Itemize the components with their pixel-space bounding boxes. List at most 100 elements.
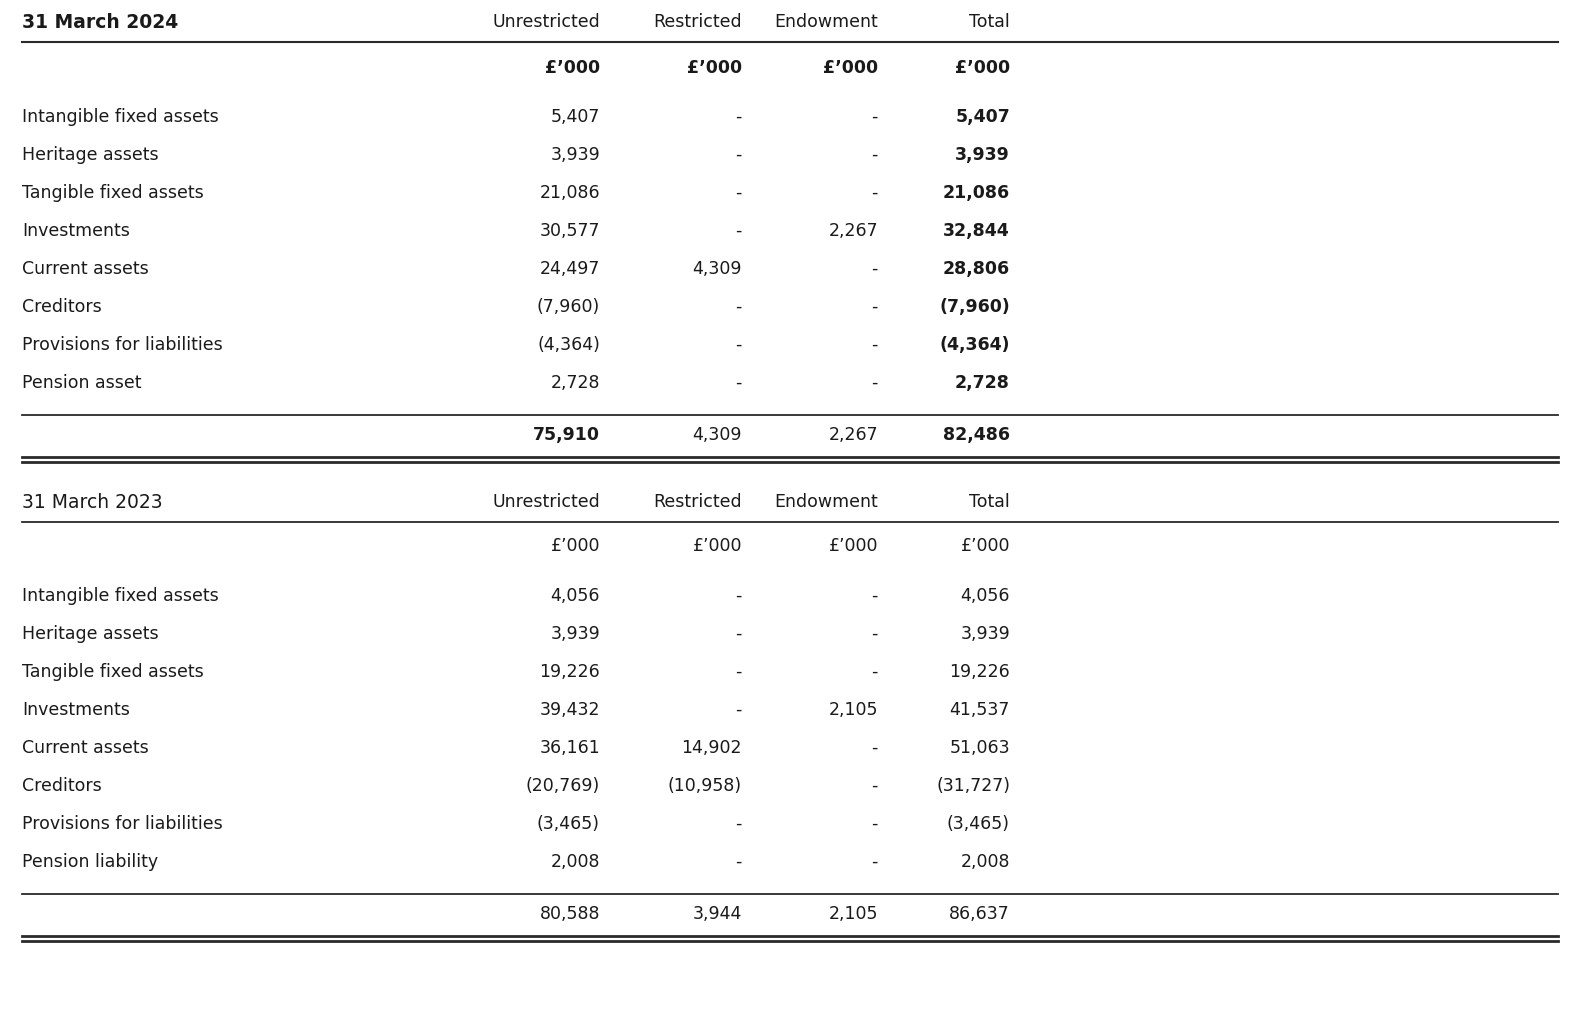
Text: £’000: £’000 bbox=[961, 537, 1010, 555]
Text: 75,910: 75,910 bbox=[532, 426, 600, 444]
Text: 2,267: 2,267 bbox=[828, 222, 878, 240]
Text: 4,056: 4,056 bbox=[550, 587, 600, 605]
Text: 5,407: 5,407 bbox=[956, 108, 1010, 126]
Text: 2,008: 2,008 bbox=[550, 853, 600, 871]
Text: Unrestricted: Unrestricted bbox=[493, 493, 600, 511]
Text: 2,728: 2,728 bbox=[550, 374, 600, 392]
Text: Current assets: Current assets bbox=[22, 739, 149, 757]
Text: -: - bbox=[736, 663, 743, 681]
Text: -: - bbox=[872, 663, 878, 681]
Text: Pension liability: Pension liability bbox=[22, 853, 158, 871]
Text: 2,105: 2,105 bbox=[828, 701, 878, 719]
Text: 82,486: 82,486 bbox=[943, 426, 1010, 444]
Text: Intangible fixed assets: Intangible fixed assets bbox=[22, 108, 218, 126]
Text: -: - bbox=[872, 184, 878, 201]
Text: -: - bbox=[872, 108, 878, 126]
Text: (3,465): (3,465) bbox=[946, 815, 1010, 833]
Text: 4,056: 4,056 bbox=[961, 587, 1010, 605]
Text: 3,939: 3,939 bbox=[961, 625, 1010, 642]
Text: Unrestricted: Unrestricted bbox=[493, 13, 600, 31]
Text: (4,364): (4,364) bbox=[537, 336, 600, 354]
Text: -: - bbox=[736, 108, 743, 126]
Text: Endowment: Endowment bbox=[774, 13, 878, 31]
Text: -: - bbox=[736, 853, 743, 871]
Text: 80,588: 80,588 bbox=[539, 905, 600, 923]
Text: 4,309: 4,309 bbox=[692, 426, 743, 444]
Text: 28,806: 28,806 bbox=[943, 260, 1010, 278]
Text: -: - bbox=[872, 739, 878, 757]
Text: (7,960): (7,960) bbox=[537, 298, 600, 316]
Text: -: - bbox=[736, 587, 743, 605]
Text: Provisions for liabilities: Provisions for liabilities bbox=[22, 336, 223, 354]
Text: Intangible fixed assets: Intangible fixed assets bbox=[22, 587, 218, 605]
Text: £’000: £’000 bbox=[545, 59, 600, 77]
Text: 32,844: 32,844 bbox=[943, 222, 1010, 240]
Text: Investments: Investments bbox=[22, 222, 130, 240]
Text: Heritage assets: Heritage assets bbox=[22, 625, 158, 642]
Text: 19,226: 19,226 bbox=[950, 663, 1010, 681]
Text: -: - bbox=[736, 701, 743, 719]
Text: -: - bbox=[872, 336, 878, 354]
Text: 31 March 2024: 31 March 2024 bbox=[22, 12, 179, 32]
Text: 2,267: 2,267 bbox=[828, 426, 878, 444]
Text: 2,728: 2,728 bbox=[956, 374, 1010, 392]
Text: (10,958): (10,958) bbox=[668, 777, 743, 795]
Text: (4,364): (4,364) bbox=[940, 336, 1010, 354]
Text: 2,008: 2,008 bbox=[961, 853, 1010, 871]
Text: 51,063: 51,063 bbox=[950, 739, 1010, 757]
Text: 24,497: 24,497 bbox=[540, 260, 600, 278]
Text: Restricted: Restricted bbox=[654, 13, 743, 31]
Text: 5,407: 5,407 bbox=[550, 108, 600, 126]
Text: 14,902: 14,902 bbox=[681, 739, 743, 757]
Text: 39,432: 39,432 bbox=[539, 701, 600, 719]
Text: -: - bbox=[872, 777, 878, 795]
Text: (3,465): (3,465) bbox=[537, 815, 600, 833]
Text: 41,537: 41,537 bbox=[950, 701, 1010, 719]
Text: -: - bbox=[736, 298, 743, 316]
Text: Provisions for liabilities: Provisions for liabilities bbox=[22, 815, 223, 833]
Text: Pension asset: Pension asset bbox=[22, 374, 142, 392]
Text: 30,577: 30,577 bbox=[539, 222, 600, 240]
Text: -: - bbox=[872, 815, 878, 833]
Text: -: - bbox=[872, 374, 878, 392]
Text: -: - bbox=[736, 222, 743, 240]
Text: 86,637: 86,637 bbox=[950, 905, 1010, 923]
Text: -: - bbox=[872, 146, 878, 164]
Text: 3,939: 3,939 bbox=[956, 146, 1010, 164]
Text: 31 March 2023: 31 March 2023 bbox=[22, 492, 163, 512]
Text: -: - bbox=[736, 184, 743, 201]
Text: (31,727): (31,727) bbox=[935, 777, 1010, 795]
Text: 4,309: 4,309 bbox=[692, 260, 743, 278]
Text: Tangible fixed assets: Tangible fixed assets bbox=[22, 184, 204, 201]
Text: -: - bbox=[872, 625, 878, 642]
Text: £’000: £’000 bbox=[692, 537, 743, 555]
Text: -: - bbox=[736, 336, 743, 354]
Text: Tangible fixed assets: Tangible fixed assets bbox=[22, 663, 204, 681]
Text: £’000: £’000 bbox=[954, 59, 1010, 77]
Text: -: - bbox=[736, 146, 743, 164]
Text: -: - bbox=[736, 374, 743, 392]
Text: £’000: £’000 bbox=[550, 537, 600, 555]
Text: Endowment: Endowment bbox=[774, 493, 878, 511]
Text: £’000: £’000 bbox=[823, 59, 878, 77]
Text: -: - bbox=[736, 625, 743, 642]
Text: 36,161: 36,161 bbox=[539, 739, 600, 757]
Text: -: - bbox=[872, 260, 878, 278]
Text: (20,769): (20,769) bbox=[526, 777, 600, 795]
Text: Total: Total bbox=[969, 493, 1010, 511]
Text: Creditors: Creditors bbox=[22, 298, 101, 316]
Text: Heritage assets: Heritage assets bbox=[22, 146, 158, 164]
Text: 21,086: 21,086 bbox=[539, 184, 600, 201]
Text: 2,105: 2,105 bbox=[828, 905, 878, 923]
Text: -: - bbox=[736, 815, 743, 833]
Text: Current assets: Current assets bbox=[22, 260, 149, 278]
Text: 19,226: 19,226 bbox=[539, 663, 600, 681]
Text: 3,939: 3,939 bbox=[550, 625, 600, 642]
Text: -: - bbox=[872, 587, 878, 605]
Text: 3,939: 3,939 bbox=[550, 146, 600, 164]
Text: Total: Total bbox=[969, 13, 1010, 31]
Text: £’000: £’000 bbox=[828, 537, 878, 555]
Text: £’000: £’000 bbox=[687, 59, 743, 77]
Text: -: - bbox=[872, 298, 878, 316]
Text: Restricted: Restricted bbox=[654, 493, 743, 511]
